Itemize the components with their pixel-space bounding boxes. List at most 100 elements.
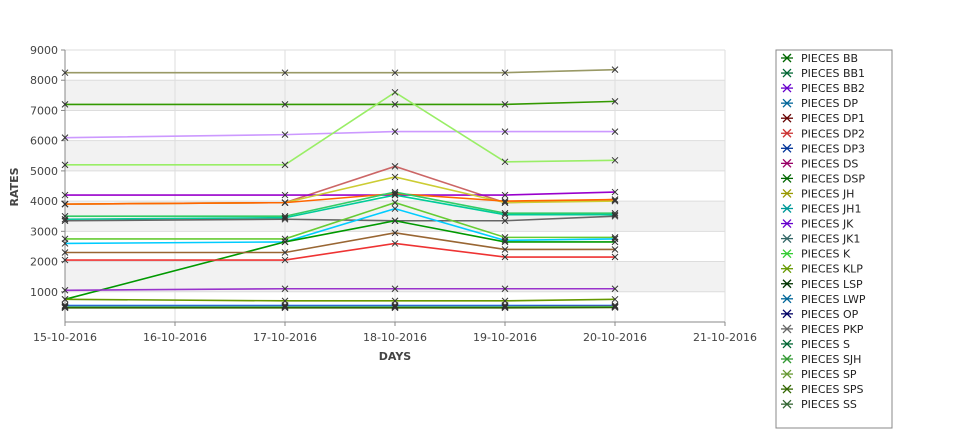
data-point-cross xyxy=(391,173,399,181)
legend-item: PIECES OP xyxy=(781,308,859,321)
data-point-cross xyxy=(281,212,289,220)
data-point-cross xyxy=(501,158,509,166)
y-tick-label: 4000 xyxy=(30,195,58,208)
legend-item: PIECES SPS xyxy=(781,383,864,396)
data-point xyxy=(391,217,399,225)
data-point xyxy=(501,69,509,77)
data-point-cross xyxy=(391,69,399,77)
data-point xyxy=(391,304,399,312)
data-point xyxy=(61,304,69,312)
data-point-cross xyxy=(501,209,509,217)
data-point-cross xyxy=(281,235,289,243)
data-point-cross xyxy=(281,199,289,206)
data-point-cross xyxy=(611,156,619,164)
data-point xyxy=(281,161,289,169)
data-point xyxy=(61,240,69,247)
data-point xyxy=(611,253,619,261)
data-point xyxy=(281,235,289,243)
data-point-cross xyxy=(391,217,399,225)
data-point xyxy=(501,128,509,135)
y-tick-label: 6000 xyxy=(30,135,58,148)
data-point xyxy=(281,101,289,108)
data-point xyxy=(391,191,399,199)
data-point xyxy=(611,128,619,135)
data-point xyxy=(281,191,289,199)
data-point xyxy=(281,249,289,256)
x-tick-label: 15-10-2016 xyxy=(33,331,97,344)
data-point-cross xyxy=(611,253,619,261)
data-point xyxy=(611,98,619,105)
data-point xyxy=(501,197,509,205)
data-point xyxy=(611,238,619,246)
legend: PIECES BB PIECES BB1 PIECES BB2 PIECES DP PI… xyxy=(775,49,893,429)
data-point xyxy=(391,188,399,196)
data-point-cross xyxy=(611,188,619,196)
y-tick-label: 9000 xyxy=(30,44,58,57)
data-point xyxy=(391,240,399,247)
legend-item: PIECES DP xyxy=(781,97,858,110)
data-point-cross xyxy=(611,209,619,217)
data-point-cross xyxy=(61,200,69,208)
data-point-cross xyxy=(281,249,289,256)
legend-item: PIECES LWP xyxy=(781,293,866,306)
data-point xyxy=(61,295,69,303)
data-point xyxy=(391,101,399,108)
data-point xyxy=(281,131,289,138)
data-point-cross xyxy=(611,238,619,246)
legend-item: PIECES PKP xyxy=(781,323,864,336)
x-tick-label: 20-10-2016 xyxy=(583,331,647,344)
data-point xyxy=(61,200,69,208)
data-point xyxy=(501,158,509,166)
data-point xyxy=(501,253,509,261)
data-point xyxy=(61,215,69,223)
data-point-cross xyxy=(501,128,509,135)
data-point xyxy=(501,238,509,246)
data-point-cross xyxy=(501,191,509,199)
y-tick-label: 1000 xyxy=(30,286,58,299)
data-point xyxy=(501,199,509,206)
data-point-cross xyxy=(61,217,69,225)
data-point xyxy=(281,238,289,246)
data-point xyxy=(61,191,69,199)
data-point-cross xyxy=(61,286,69,294)
data-point xyxy=(391,205,399,213)
legend-item: PIECES SJH xyxy=(781,353,861,366)
data-point-cross xyxy=(391,205,399,213)
data-point-cross xyxy=(391,240,399,247)
data-point xyxy=(391,285,399,293)
legend-label: PIECES BB xyxy=(801,52,858,65)
legend-item: PIECES DSP xyxy=(781,172,865,185)
data-point-cross xyxy=(281,256,289,264)
data-point xyxy=(391,88,399,96)
data-point xyxy=(611,295,619,303)
data-point xyxy=(391,229,399,237)
legend-label: PIECES LWP xyxy=(801,293,866,306)
legend-label: PIECES SPS xyxy=(801,383,864,396)
legend-label: PIECES DS xyxy=(801,157,858,170)
data-point-cross xyxy=(611,285,619,293)
legend-label: PIECES K xyxy=(801,248,851,261)
data-point xyxy=(501,211,509,219)
data-point-cross xyxy=(61,304,69,312)
legend-label: PIECES SJH xyxy=(801,353,861,366)
x-tick-label: 19-10-2016 xyxy=(473,331,537,344)
data-point-cross xyxy=(61,215,69,223)
data-point-cross xyxy=(61,69,69,77)
data-point-cross xyxy=(61,256,69,264)
legend-item: PIECES SS xyxy=(781,398,857,411)
data-point xyxy=(61,69,69,77)
data-point-cross xyxy=(501,302,509,309)
legend-item: PIECES KLP xyxy=(781,263,863,276)
y-tick-label: 5000 xyxy=(30,165,58,178)
data-point-cross xyxy=(61,302,69,309)
legend-label: PIECES DP2 xyxy=(801,127,865,140)
data-point xyxy=(391,128,399,135)
data-point xyxy=(501,246,509,253)
y-tick-label: 3000 xyxy=(30,225,58,238)
y-tick-label: 7000 xyxy=(30,104,58,117)
y-tick-label: 8000 xyxy=(30,74,58,87)
data-point-cross xyxy=(281,285,289,293)
legend-item: PIECES JH xyxy=(781,187,854,200)
data-point-cross xyxy=(611,66,619,73)
data-point xyxy=(501,237,509,244)
